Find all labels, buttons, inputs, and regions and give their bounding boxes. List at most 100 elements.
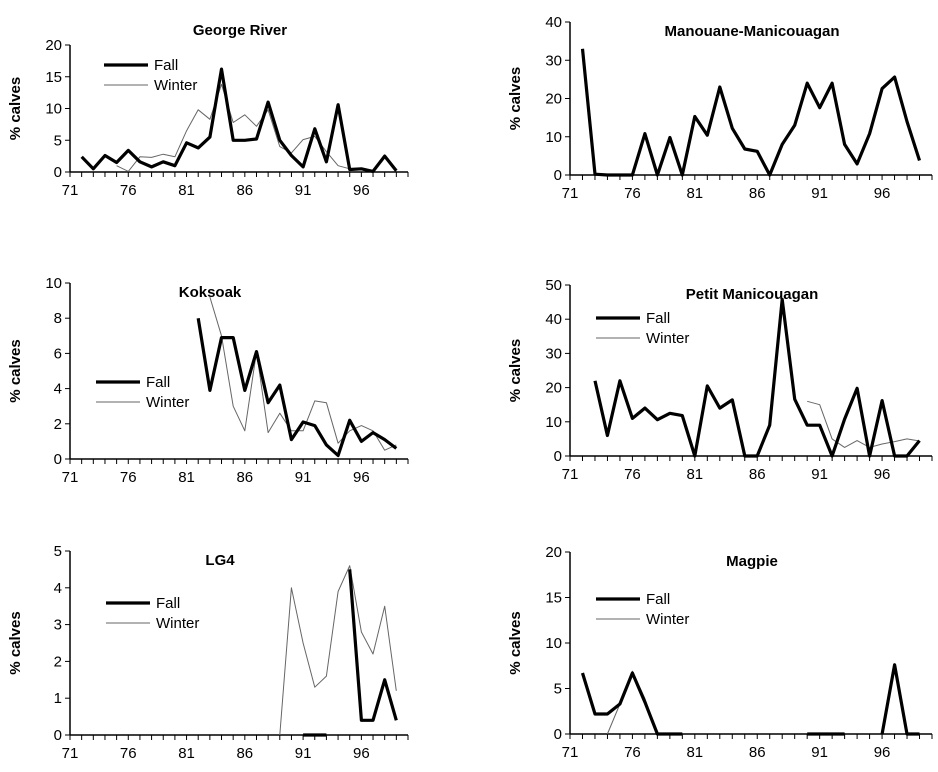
x-tick-label: 71 [562, 466, 579, 483]
x-tick-label: 76 [120, 182, 137, 199]
x-tick-label: 76 [624, 185, 641, 202]
y-tick-label: 3 [54, 617, 62, 634]
y-axis-label: % calves [7, 77, 24, 140]
x-tick-label: 71 [62, 745, 79, 762]
series-line-winter [279, 565, 397, 736]
y-tick-label: 30 [545, 345, 562, 362]
series-line-fall [593, 297, 921, 458]
chart-panel-1: Manouane-Manicouagan % calves 0 10 20 30 40 71 7… [507, 14, 933, 202]
x-tick-label: 96 [353, 469, 370, 486]
y-tick-label: 0 [54, 164, 62, 181]
x-tick-label: 86 [236, 182, 253, 199]
chart-title: Koksoak [179, 284, 242, 301]
x-tick-label: 81 [178, 745, 195, 762]
chart-panel-5: Magpie % calves 0 5 10 15 20 71 76 81 86 91 96 Fall Wi… [507, 544, 933, 761]
legend-label: Fall [646, 310, 670, 327]
chart-title: George River [193, 22, 287, 39]
series-line-winter [209, 296, 397, 451]
y-tick-label: 0 [54, 727, 62, 744]
y-axis-label: % calves [7, 339, 24, 402]
y-tick-label: 10 [45, 275, 62, 292]
x-tick-label: 81 [686, 466, 703, 483]
x-tick-label: 76 [624, 466, 641, 483]
x-tick-label: 96 [874, 466, 891, 483]
chart-title: Magpie [726, 553, 778, 570]
series-line-winter [807, 400, 920, 448]
chart-panel-3: Petit Manicouagan % calves 0 10 20 30 40 50 71 76… [507, 277, 933, 483]
chart-title: LG4 [205, 552, 235, 569]
series-line-fall [196, 317, 398, 458]
y-tick-label: 4 [54, 580, 62, 597]
series-line-fall [580, 671, 683, 736]
y-tick-label: 40 [545, 311, 562, 328]
y-axis-label: % calves [507, 611, 524, 674]
y-tick-label: 10 [545, 129, 562, 146]
x-tick-label: 71 [562, 744, 579, 761]
legend-label: Winter [146, 394, 189, 411]
series-line-winter [606, 670, 658, 735]
x-tick-label: 91 [295, 182, 312, 199]
chart-title: Petit Manicouagan [686, 286, 819, 303]
x-tick-label: 96 [353, 745, 370, 762]
y-tick-label: 40 [545, 14, 562, 31]
legend: Fall Winter [106, 595, 199, 632]
series-line-fall [80, 67, 398, 173]
legend-label: Winter [156, 615, 199, 632]
legend: Fall Winter [104, 57, 197, 94]
x-tick-label: 86 [236, 469, 253, 486]
y-tick-label: 10 [545, 414, 562, 431]
x-tick-label: 86 [749, 744, 766, 761]
x-tick-label: 96 [353, 182, 370, 199]
x-tick-label: 86 [749, 185, 766, 202]
legend: Fall Winter [96, 374, 189, 411]
legend: Fall Winter [596, 591, 689, 628]
legend-label: Fall [156, 595, 180, 612]
x-tick-label: 76 [120, 745, 137, 762]
y-tick-label: 5 [554, 681, 562, 698]
y-tick-label: 10 [545, 635, 562, 652]
x-tick-label: 96 [874, 744, 891, 761]
series-line-fall [880, 663, 920, 736]
y-tick-label: 1 [54, 690, 62, 707]
y-axis-label: % calves [507, 67, 524, 130]
y-tick-label: 0 [54, 451, 62, 468]
y-tick-label: 6 [54, 345, 62, 362]
y-tick-label: 20 [45, 37, 62, 54]
y-tick-label: 20 [545, 544, 562, 561]
y-tick-label: 15 [45, 69, 62, 86]
legend-label: Fall [154, 57, 178, 74]
series-line-data [580, 48, 922, 177]
y-tick-label: 20 [545, 380, 562, 397]
x-tick-label: 76 [624, 744, 641, 761]
legend-label: Fall [646, 591, 670, 608]
x-tick-label: 81 [178, 469, 195, 486]
y-tick-label: 4 [54, 381, 62, 398]
legend-label: Winter [154, 77, 197, 94]
y-tick-label: 15 [545, 590, 562, 607]
series-line-fall [348, 569, 398, 722]
x-tick-label: 81 [686, 744, 703, 761]
x-tick-label: 71 [62, 469, 79, 486]
x-tick-label: 91 [811, 466, 828, 483]
legend-label: Fall [146, 374, 170, 391]
y-tick-label: 20 [545, 91, 562, 108]
x-tick-label: 81 [686, 185, 703, 202]
y-tick-label: 2 [54, 416, 62, 433]
x-tick-label: 76 [120, 469, 137, 486]
y-axis-label: % calves [7, 611, 24, 674]
chart-panel-4: LG4 % calves 0 1 2 3 4 5 71 76 81 86 91 96 Fall Winter [7, 543, 409, 762]
x-tick-label: 91 [811, 744, 828, 761]
x-tick-label: 91 [811, 185, 828, 202]
y-tick-label: 0 [554, 448, 562, 465]
x-tick-label: 71 [562, 185, 579, 202]
x-tick-label: 81 [178, 182, 195, 199]
y-tick-label: 0 [554, 167, 562, 184]
legend-label: Winter [646, 330, 689, 347]
y-tick-label: 5 [54, 132, 62, 149]
chart-title: Manouane-Manicouagan [664, 23, 839, 40]
x-tick-label: 91 [295, 745, 312, 762]
y-tick-label: 50 [545, 277, 562, 294]
y-tick-label: 10 [45, 101, 62, 118]
x-tick-label: 86 [236, 745, 253, 762]
